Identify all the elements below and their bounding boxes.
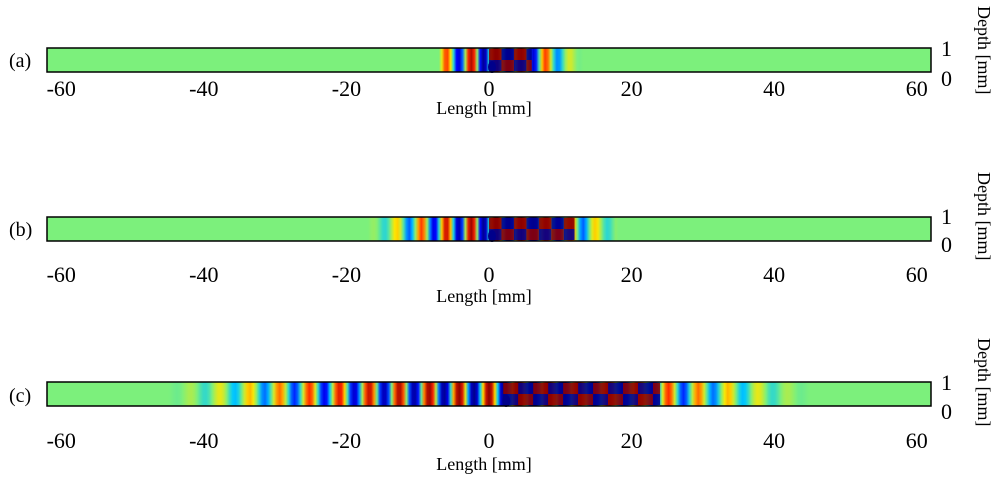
x-tick-label: -60 [47, 428, 76, 453]
x-tick-label: 40 [763, 262, 785, 287]
x-ticks-b: -60 -40 -20 0 20 40 60 [47, 262, 928, 287]
inclusion-cell [538, 229, 552, 240]
inclusion-cell [503, 394, 519, 405]
x-tick-label: -40 [189, 428, 218, 453]
field-plot-c [47, 382, 931, 406]
inclusion-cell [533, 383, 549, 394]
x-tick-label: 60 [906, 76, 928, 101]
inclusion-edge [488, 230, 496, 242]
x-tick-label: 40 [763, 428, 785, 453]
y-tick-top: 1 [941, 204, 952, 229]
y-axis-label: Depth [mm] [974, 172, 994, 260]
inclusion-cell [501, 218, 514, 229]
inclusion-cell [578, 394, 594, 405]
x-ticks-c: -60 -40 -20 0 20 40 60 [47, 428, 928, 453]
y-tick-bottom: 0 [941, 66, 952, 91]
x-axis-label: Length [mm] [436, 98, 531, 118]
inclusion-cell [623, 383, 638, 394]
inclusion-cell [608, 383, 624, 394]
inclusion-b [488, 218, 575, 242]
x-tick-label: 0 [484, 76, 495, 101]
y-axis-label: Depth [mm] [974, 338, 994, 426]
inclusion-edge [502, 395, 511, 407]
inclusion-cell [608, 394, 624, 405]
inclusion-cell [551, 218, 564, 229]
inclusion-cell [526, 49, 532, 60]
inclusion-cell [513, 60, 527, 71]
x-tick-label: -40 [189, 262, 218, 287]
inclusion-a [488, 49, 532, 73]
x-tick-label: -40 [189, 76, 218, 101]
x-axis-label: Length [mm] [436, 286, 531, 306]
inclusion-c [502, 383, 661, 407]
y-axis-label: Depth [mm] [974, 6, 994, 94]
x-tick-label: 60 [906, 262, 928, 287]
x-tick-label: -20 [332, 76, 361, 101]
inclusion-cell [503, 383, 519, 394]
inclusion-cell [501, 60, 514, 71]
inclusion-cell [489, 49, 502, 60]
y-tick-top: 1 [941, 36, 952, 61]
panel-c: (c) -60 -40 -20 0 20 40 60 1 0 Length [mm] Dep… [9, 338, 994, 474]
panel-label: (b) [9, 219, 32, 241]
inclusion-cell [518, 383, 534, 394]
panel-label: (a) [9, 50, 31, 72]
inclusion-cell [637, 383, 653, 394]
inclusion-cell [538, 218, 552, 229]
x-tick-label: 60 [906, 428, 928, 453]
x-tick-label: -20 [332, 428, 361, 453]
x-tick-label: 40 [763, 76, 785, 101]
inclusion-cell [551, 229, 564, 240]
inclusion-cell [526, 229, 539, 240]
x-tick-label: 20 [621, 76, 643, 101]
inclusion-cell [501, 229, 514, 240]
inclusion-cell [548, 394, 564, 405]
inclusion-cell [563, 229, 575, 240]
inclusion-cell [533, 394, 549, 405]
inclusion-cell [518, 394, 534, 405]
x-tick-label: 20 [621, 262, 643, 287]
x-tick-label: -60 [47, 262, 76, 287]
x-tick-label: -60 [47, 76, 76, 101]
inclusion-cell [623, 394, 638, 405]
panel-a: (a) -60 -40 -20 0 20 40 60 1 0 Length [mm] Dep… [9, 6, 994, 118]
x-ticks-a: -60 -40 -20 0 20 40 60 [47, 76, 928, 101]
x-tick-label: 20 [621, 428, 643, 453]
y-tick-top: 1 [941, 370, 952, 395]
inclusion-cell [563, 383, 579, 394]
plot-frame-a [46, 47, 932, 73]
inclusion-cell [637, 394, 653, 405]
inclusion-cell [652, 394, 661, 405]
inclusion-cell [526, 60, 532, 71]
x-tick-label: 0 [484, 262, 495, 287]
x-tick-label: -20 [332, 262, 361, 287]
inclusion-cell [489, 218, 502, 229]
panel-label: (c) [9, 385, 31, 407]
inclusion-cell [593, 383, 609, 394]
inclusion-edge [488, 61, 496, 73]
plot-frame-b [46, 216, 932, 242]
inclusion-cell [548, 383, 564, 394]
x-axis-label: Length [mm] [436, 454, 531, 474]
inclusion-cell [593, 394, 609, 405]
inclusion-cell [513, 229, 527, 240]
inclusion-cell [513, 49, 527, 60]
x-tick-label: 0 [484, 428, 495, 453]
inclusion-cell [563, 394, 579, 405]
panel-b: (b) -60 -40 -20 0 20 40 60 1 0 Length [mm] Dep… [9, 172, 994, 306]
inclusion-cell [513, 218, 527, 229]
inclusion-cell [652, 383, 661, 394]
inclusion-cell [526, 218, 539, 229]
inclusion-cell [501, 49, 514, 60]
inclusion-cell [563, 218, 575, 229]
y-tick-bottom: 0 [941, 399, 952, 424]
plot-frame-c [46, 381, 932, 407]
y-tick-bottom: 0 [941, 232, 952, 257]
inclusion-cell [578, 383, 594, 394]
